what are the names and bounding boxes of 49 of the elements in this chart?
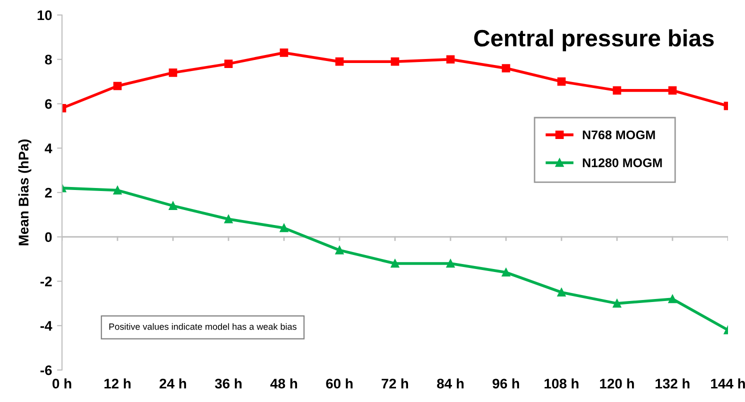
point bbox=[668, 294, 677, 304]
x-tick-label: 96 h bbox=[492, 378, 520, 389]
x-tick-label: 84 h bbox=[437, 378, 464, 389]
x-tick-label: 0 h bbox=[52, 378, 72, 389]
annotation: Positive values indicate model has a weak bias bbox=[109, 323, 296, 330]
y-tick-label: 8 bbox=[44, 54, 52, 65]
x-tick-label: 12 h bbox=[104, 378, 131, 388]
y-tick-label: -4 bbox=[40, 321, 52, 331]
point bbox=[557, 288, 566, 297]
y-tick-label: 4 bbox=[44, 144, 52, 154]
point bbox=[557, 77, 566, 86]
x-tick-label: 36 h bbox=[214, 378, 242, 389]
y-tick-label: 0 bbox=[45, 232, 52, 242]
x-tick-label: 72 h bbox=[382, 378, 408, 388]
point bbox=[168, 202, 178, 210]
x-tick-label: 24 h bbox=[160, 378, 186, 388]
point bbox=[390, 259, 400, 268]
y-axis-title: Mean Bias (hPa) bbox=[18, 140, 32, 246]
x-tick-label: 132 h bbox=[656, 378, 690, 389]
x-tick-label: 120 h bbox=[600, 378, 634, 389]
point bbox=[502, 268, 510, 277]
x-tick-label: 60 h bbox=[326, 378, 353, 389]
point bbox=[280, 48, 288, 57]
x-tick-label: 144 h bbox=[711, 378, 745, 388]
point bbox=[335, 246, 344, 254]
point bbox=[502, 64, 510, 72]
point bbox=[224, 214, 233, 224]
x-tick-label: 48 h bbox=[270, 378, 298, 389]
point bbox=[335, 57, 344, 66]
point bbox=[113, 82, 122, 90]
point bbox=[446, 55, 455, 64]
point bbox=[612, 86, 622, 95]
point bbox=[113, 186, 122, 194]
y-tick-label: 2 bbox=[45, 188, 52, 198]
point bbox=[280, 224, 288, 232]
text: Central pressure bias bbox=[474, 29, 714, 52]
point bbox=[446, 259, 455, 268]
legend-label: N768 MOGM bbox=[582, 130, 655, 140]
y-tick-label: 6 bbox=[45, 99, 52, 109]
point bbox=[668, 86, 677, 95]
point bbox=[612, 299, 622, 308]
y-tick-label: 10 bbox=[38, 10, 52, 20]
point bbox=[168, 68, 178, 77]
y-tick-label: -2 bbox=[40, 276, 52, 286]
legend-label: N1280 MOGM bbox=[582, 158, 662, 168]
x-tick-label: 108 h bbox=[544, 378, 578, 389]
y-tick-label: -6 bbox=[40, 365, 52, 376]
point bbox=[224, 60, 233, 68]
point bbox=[390, 57, 400, 66]
